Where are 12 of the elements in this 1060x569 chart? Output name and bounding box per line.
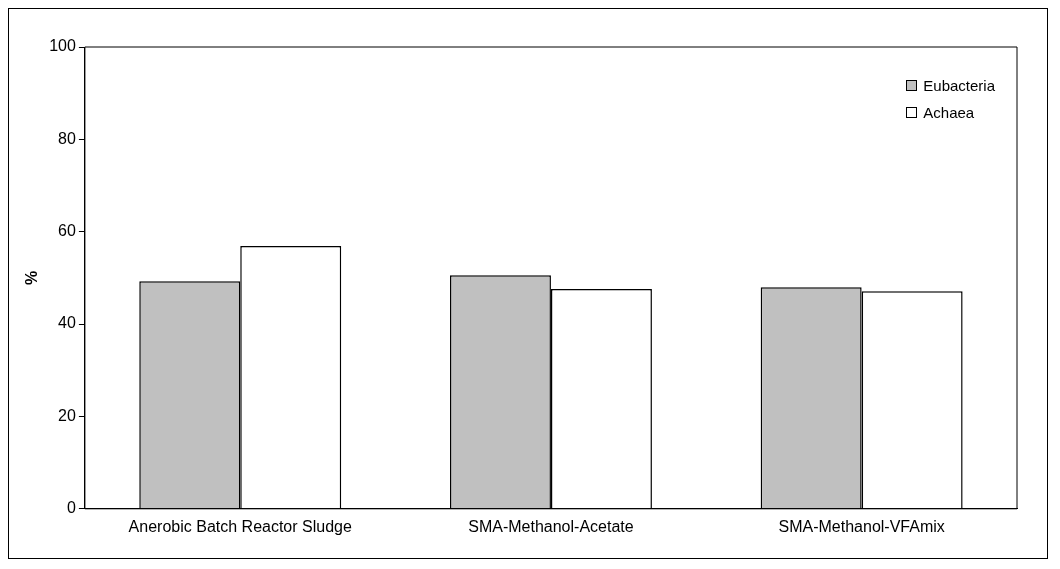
text: Achaea (923, 104, 975, 121)
legend-label: Eubacteria (923, 77, 995, 94)
x-tick-label: Anerobic Batch Reactor Sludge (128, 517, 352, 535)
x-tick-label: SMA-Methanol-VFAmix (778, 517, 945, 535)
y-tick-label: 100 (49, 37, 76, 55)
y-tick-label: 40 (58, 314, 76, 332)
y-tick-label: 80 (58, 129, 76, 147)
x-tick-label: SMA-Methanol-Acetate (468, 517, 634, 535)
y-tick-label: 0 (66, 499, 76, 517)
y-tick-label: 60 (58, 222, 76, 240)
y-axis-title: % (23, 270, 41, 286)
y-tick-label: 20 (58, 406, 76, 424)
